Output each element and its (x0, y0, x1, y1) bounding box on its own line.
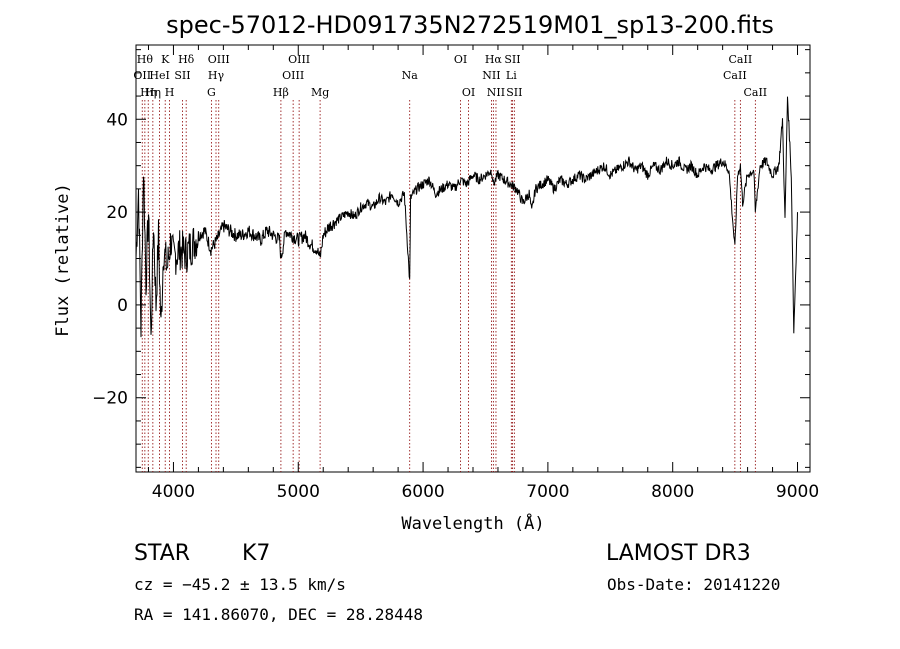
y-axis-label: Flux (relative) (53, 183, 73, 337)
line-label-20: Hα (485, 53, 503, 66)
x-tick-label-3: 7000 (526, 482, 569, 502)
x-tick-label-1: 5000 (277, 482, 320, 502)
line-label-14: OIII (288, 53, 310, 66)
line-label-10: Hγ (208, 69, 225, 82)
spectral-line-markers (141, 100, 756, 472)
line-label-3: Hη (145, 86, 161, 99)
line-label-9: G (207, 86, 216, 99)
line-label-25: CaII (723, 69, 747, 82)
x-tick-label-4: 8000 (651, 482, 694, 502)
line-label-22: Li (506, 69, 517, 82)
line-label-15: Mg (311, 86, 329, 99)
x-tick-label-0: 4000 (152, 482, 195, 502)
y-tick-label-0: −20 (92, 389, 128, 409)
plot-frame (135, 44, 811, 473)
line-label-6: H (165, 86, 175, 99)
line-label-19: NII (482, 69, 500, 82)
observation-date: Obs-Date: 20141220 (607, 575, 780, 594)
line-label-2: Hη (140, 86, 156, 99)
spectrum-line (135, 96, 798, 338)
line-label-4: HeI (149, 69, 169, 82)
line-label-11: OIII (208, 53, 230, 66)
line-label-27: CaII (743, 86, 767, 99)
line-label-8: Hδ (178, 53, 195, 66)
ra-dec: RA = 141.86070, DEC = 28.28448 (134, 605, 423, 624)
line-label-18: OI (462, 86, 475, 99)
line-label-7: SII (174, 69, 190, 82)
y-axis-ticks: −20 0 20 40 (92, 49, 810, 468)
chart-title: spec-57012-HD091735N272519M01_sp13-200.f… (166, 11, 774, 39)
line-label-0: OII (133, 69, 151, 82)
line-label-5: K (161, 53, 170, 66)
line-label-24: SII (506, 86, 522, 99)
line-label-21: NII (487, 86, 505, 99)
line-label-23: SII (504, 53, 520, 66)
line-label-1: Hθ (137, 53, 154, 66)
spectrum-series (135, 96, 798, 338)
redshift-velocity: cz = −45.2 ± 13.5 km/s (134, 575, 346, 594)
y-tick-label-1: 0 (117, 296, 128, 316)
x-tick-label-5: 9000 (776, 482, 819, 502)
object-subclass: K7 (242, 541, 270, 566)
line-label-26: CaII (729, 53, 753, 66)
x-axis-ticks: 4000 5000 6000 7000 8000 9000 (147, 45, 819, 502)
y-tick-label-2: 20 (106, 203, 128, 223)
object-class: STAR (134, 541, 190, 566)
line-label-13: OIII (282, 69, 304, 82)
line-label-12: Hβ (273, 86, 289, 99)
y-tick-label-3: 40 (106, 110, 128, 130)
x-axis-label: Wavelength (Å) (401, 512, 544, 534)
line-label-16: Na (402, 69, 419, 82)
survey-name: LAMOST DR3 (606, 541, 751, 566)
x-tick-label-2: 6000 (401, 482, 444, 502)
line-label-17: OI (454, 53, 467, 66)
